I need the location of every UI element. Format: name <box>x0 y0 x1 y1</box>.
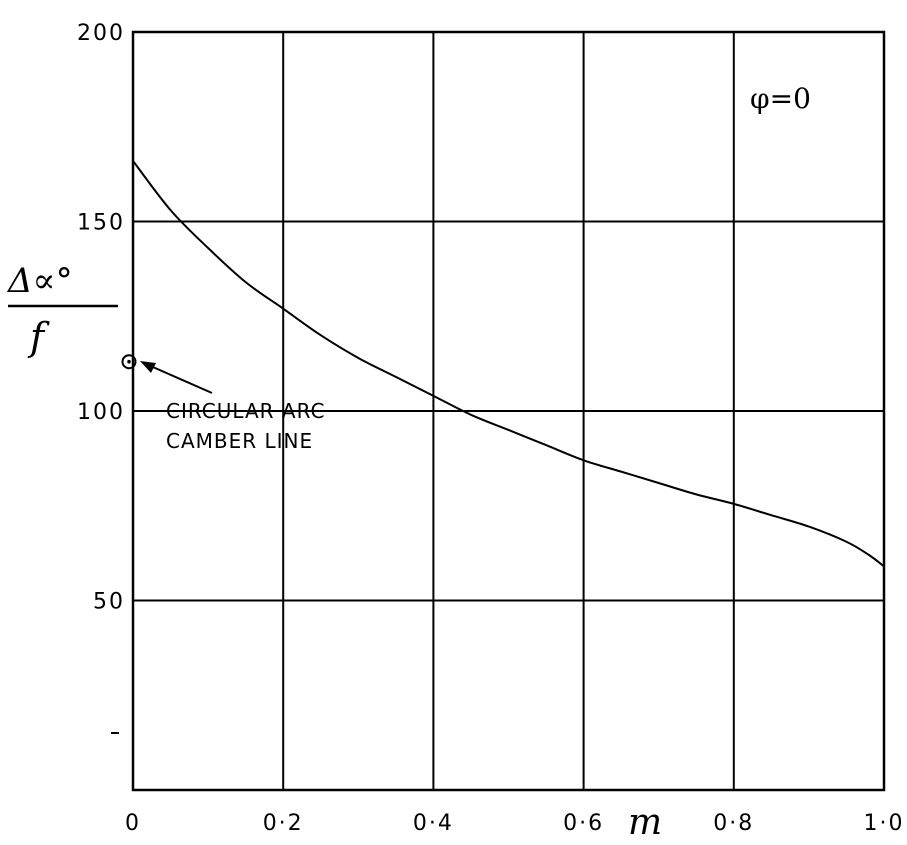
x-tick-label: 0·2 <box>263 811 304 836</box>
y-tick-labels: 50 100 150 200 <box>77 21 125 615</box>
y-axis-label-denominator: f <box>27 315 50 359</box>
annotation-leader-arrow <box>140 361 213 394</box>
plot-frame <box>131 30 886 792</box>
y-axis-label-numerator: Δ∝° <box>6 261 73 301</box>
x-axis-label: m <box>628 802 662 843</box>
x-tick-label: 0·8 <box>713 811 754 836</box>
x-tick-label: 0·6 <box>563 811 604 836</box>
y-tick-label: 100 <box>77 400 125 425</box>
y-tick-label: 150 <box>77 211 125 236</box>
x-tick-label: 0·4 <box>413 811 454 836</box>
y-tick-label: 50 <box>93 590 125 615</box>
x-tick-label: 0 <box>125 811 141 836</box>
annotation-camber-line: CAMBER LINE <box>166 429 313 453</box>
x-tick-labels: 0 0·2 0·4 0·6 0·8 1·0 <box>125 811 905 836</box>
data-series-line <box>132 160 885 568</box>
x-tick-label: 1·0 <box>864 811 905 836</box>
circular-arc-point-marker <box>121 354 137 370</box>
y-tick-label: 200 <box>77 21 125 46</box>
condition-label: φ=0 <box>750 82 811 115</box>
annotation-circular-arc: CIRCULAR ARC <box>166 399 325 423</box>
grid-lines <box>133 32 884 790</box>
